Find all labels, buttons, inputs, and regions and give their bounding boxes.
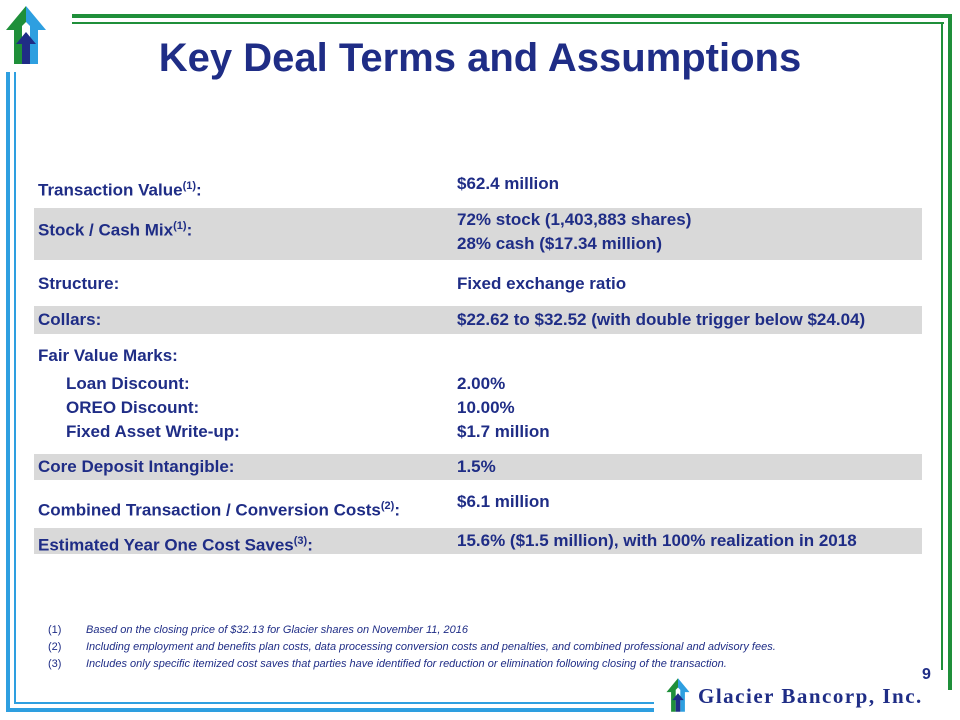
term-row: Combined Transaction / Conversion Costs(… [34, 488, 922, 524]
term-row: OREO Discount: 10.00% [34, 394, 922, 422]
footnote: (2) Including employment and benefits pla… [48, 639, 908, 656]
term-label-text: Fixed Asset Write-up: [66, 422, 240, 441]
term-label: Core Deposit Intangible: [38, 455, 234, 479]
term-label: Transaction Value(1): [38, 174, 202, 203]
term-label-text: Fair Value Marks: [38, 346, 178, 365]
term-row: Fair Value Marks: [34, 342, 922, 370]
frame-line-top-green [72, 14, 952, 18]
brand-name: Glacier Bancorp, Inc. [698, 684, 923, 708]
footnote-number: (1) [48, 624, 62, 636]
term-value: 15.6% ($1.5 million), with 100% realizat… [457, 529, 857, 553]
term-value: $62.4 million [457, 172, 559, 196]
term-value-line: $62.4 million [457, 174, 560, 193]
term-label: OREO Discount: [66, 396, 199, 420]
term-row: Core Deposit Intangible: 1.5% [34, 454, 922, 480]
term-label-text: Core Deposit Intangible: [38, 457, 235, 476]
term-row: Structure: Fixed exchange ratio [34, 268, 922, 300]
frame-line-top-green-thin [72, 22, 944, 24]
term-label-suffix: : [196, 180, 202, 200]
term-label: Combined Transaction / Conversion Costs(… [38, 494, 400, 523]
footnotes: (1) Based on the closing price of $32.13 … [48, 622, 908, 673]
term-label: Structure: [38, 272, 119, 296]
term-row: Collars: $22.62 to $32.52 (with double tr… [34, 306, 922, 334]
term-label: Loan Discount: [66, 372, 190, 396]
footnote-ref: (1) [182, 180, 197, 192]
term-value-line: Fixed exchange ratio [457, 274, 627, 293]
term-value-line: 2.00% [457, 374, 506, 393]
term-value-line: $22.62 to $32.52 (with double trigger be… [457, 310, 866, 329]
term-label-suffix: : [307, 535, 313, 555]
term-label-text: Collars: [38, 310, 102, 329]
footnote: (1) Based on the closing price of $32.13 … [48, 622, 908, 639]
term-value: $22.62 to $32.52 (with double trigger be… [457, 308, 865, 332]
slide-title: Key Deal Terms and Assumptions [158, 36, 802, 80]
term-label: Estimated Year One Cost Saves(3): [38, 529, 313, 558]
term-value: Fixed exchange ratio [457, 272, 626, 296]
term-row: Stock / Cash Mix(1): 72% stock (1,403,883… [34, 208, 922, 260]
term-value: 72% stock (1,403,883 shares) 28% cash ($1… [457, 208, 691, 256]
term-label-text: Stock / Cash Mix [38, 220, 174, 240]
term-label: Stock / Cash Mix(1): [38, 214, 192, 243]
term-value-line: 1.5% [457, 457, 496, 476]
term-row: Estimated Year One Cost Saves(3): 15.6% (… [34, 528, 922, 555]
term-label: Collars: [38, 308, 101, 332]
footnote-text: Based on the closing price of $32.13 for… [86, 624, 468, 636]
term-value-line: $6.1 million [457, 492, 550, 511]
term-value: 1.5% [457, 455, 496, 479]
footnote: (3) Includes only specific itemized cost … [48, 656, 908, 673]
term-label-text: Combined Transaction / Conversion Costs [38, 500, 381, 520]
term-value-line: 10.00% [457, 398, 515, 417]
term-label: Fair Value Marks: [38, 344, 178, 368]
frame-line-bottom-blue [6, 708, 654, 712]
term-label-text: Loan Discount: [66, 374, 190, 393]
footnote-ref: (3) [293, 535, 308, 547]
term-value: $6.1 million [457, 490, 550, 514]
term-label-text: OREO Discount: [66, 398, 200, 417]
term-value-line: 15.6% ($1.5 million), with 100% realizat… [457, 531, 857, 550]
footnote-number: (2) [48, 641, 62, 653]
brand-logo: Glacier Bancorp, Inc. [664, 676, 944, 716]
term-value-line: $1.7 million [457, 422, 550, 441]
glacier-logo-icon [666, 678, 690, 712]
term-label-suffix: : [394, 500, 401, 520]
footnote-ref: (1) [173, 220, 187, 232]
term-label-text: Estimated Year One Cost Saves [38, 535, 294, 555]
term-row: Transaction Value(1): $62.4 million [34, 168, 922, 204]
term-label-suffix: : [186, 220, 193, 240]
term-row: Fixed Asset Write-up: $1.7 million [34, 418, 922, 446]
frame-line-right-green [948, 14, 952, 690]
term-label-text: Structure: [38, 274, 120, 293]
term-value: $1.7 million [457, 420, 550, 444]
footnote-text: Including employment and benefits plan c… [86, 641, 776, 653]
term-label: Fixed Asset Write-up: [66, 420, 240, 444]
footnote-ref: (2) [380, 500, 395, 512]
page-number: 9 [922, 666, 931, 683]
frame-line-left-blue [6, 72, 10, 712]
term-row: Loan Discount: 2.00% [34, 370, 922, 398]
footnote-text: Includes only specific itemized cost sav… [86, 658, 727, 670]
term-value-line: 28% cash ($17.34 million) [457, 234, 663, 253]
frame-line-right-green-thin [941, 22, 943, 670]
term-value: 2.00% [457, 372, 505, 396]
glacier-logo-icon [6, 6, 46, 64]
frame-line-bottom-blue-thin [14, 702, 654, 704]
term-value-line: 72% stock (1,403,883 shares) [457, 210, 692, 229]
footnote-number: (3) [48, 658, 62, 670]
frame-line-left-blue-thin [14, 72, 16, 704]
term-value: 10.00% [457, 396, 515, 420]
term-label-text: Transaction Value [38, 180, 183, 200]
